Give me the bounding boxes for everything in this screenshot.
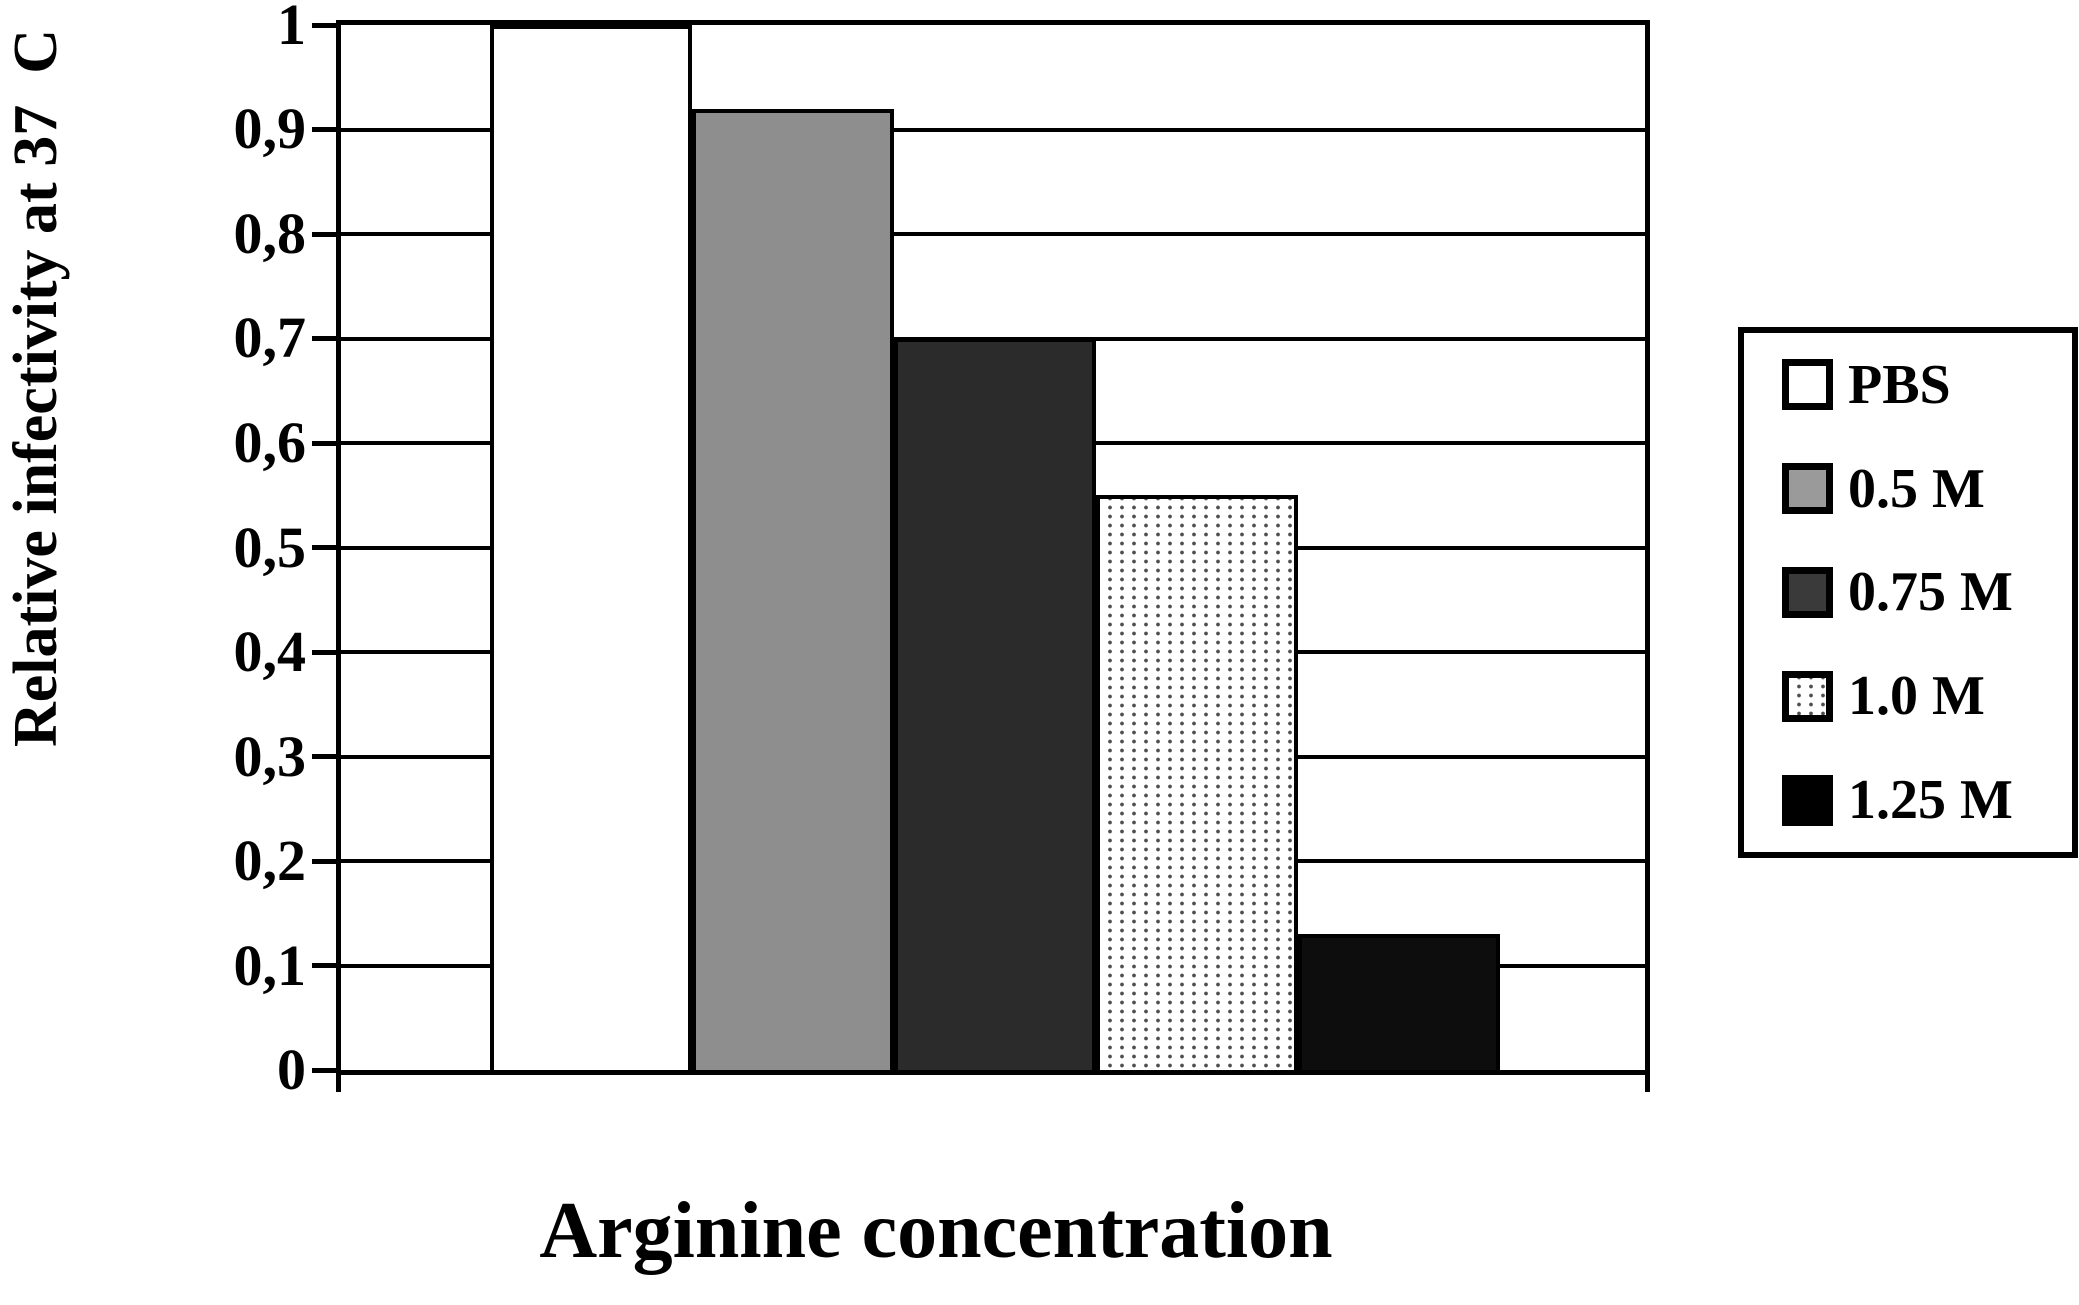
y-tick-0.3 — [312, 754, 336, 759]
legend-item-1-25-m: 1.25 M — [1782, 748, 2072, 852]
y-tick-0.2 — [312, 858, 336, 864]
y-tick-label-1: 1 — [277, 0, 306, 57]
legend-swatch-0-75-m — [1782, 566, 1833, 618]
legend-label-1-0-m: 1.0 M — [1848, 665, 1985, 728]
bar-1-0-m — [1096, 495, 1298, 1070]
bar-0-75-m — [894, 338, 1096, 1070]
bar-0-5-m — [692, 109, 894, 1070]
y-tick-0.7 — [312, 336, 336, 341]
legend-item-pbs: PBS — [1782, 333, 2072, 437]
legend-label-0-75-m: 0.75 M — [1848, 561, 2013, 624]
x-axis-left-tick — [336, 1070, 341, 1092]
y-tick-label-0,5: 0,5 — [233, 515, 307, 580]
y-tick-1.0 — [312, 22, 336, 28]
y-tick-label-0,7: 0,7 — [233, 305, 307, 370]
y-tick-0.5 — [312, 545, 336, 550]
y-tick-label-0,8: 0,8 — [233, 201, 307, 266]
legend: PBS 0.5 M 0.75 M 1.0 M 1.25 M — [1738, 327, 2078, 858]
y-tick-0.8 — [312, 231, 336, 237]
legend-swatch-1-25-m — [1782, 774, 1833, 826]
x-axis-right-tick — [1645, 1070, 1650, 1092]
y-tick-label-0,1: 0,1 — [233, 933, 307, 998]
x-axis-title: Arginine concentration — [539, 1187, 1333, 1275]
y-tick-label-0: 0 — [277, 1037, 306, 1102]
legend-item-0-75-m: 0.75 M — [1782, 541, 2072, 645]
legend-item-1-0-m: 1.0 M — [1782, 644, 2072, 748]
y-tick-0.9 — [312, 127, 336, 132]
legend-label-pbs: PBS — [1848, 353, 1951, 416]
y-tick-0.0 — [312, 1067, 336, 1073]
legend-swatch-pbs — [1782, 359, 1833, 411]
y-tick-label-0,2: 0,2 — [233, 828, 307, 893]
y-tick-0.4 — [312, 649, 336, 655]
legend-label-0-5-m: 0.5 M — [1848, 457, 1985, 520]
y-tick-label-0,3: 0,3 — [233, 724, 307, 789]
y-tick-label-0,6: 0,6 — [233, 410, 307, 475]
legend-swatch-0-5-m — [1782, 463, 1833, 515]
legend-item-0-5-m: 0.5 M — [1782, 437, 2072, 541]
y-tick-0.1 — [312, 963, 336, 968]
bar-1-25-m — [1298, 934, 1500, 1070]
legend-swatch-1-0-m — [1782, 670, 1833, 722]
plot-area — [312, 20, 1650, 1092]
gridline-0.9 — [341, 127, 1645, 132]
bar-pbs — [490, 25, 692, 1070]
gridline-0.8 — [341, 232, 1645, 236]
y-tick-label-0,9: 0,9 — [233, 96, 307, 161]
y-tick-0.6 — [312, 440, 336, 446]
y-tick-label-0,4: 0,4 — [233, 619, 307, 684]
legend-label-1-25-m: 1.25 M — [1848, 769, 2013, 832]
